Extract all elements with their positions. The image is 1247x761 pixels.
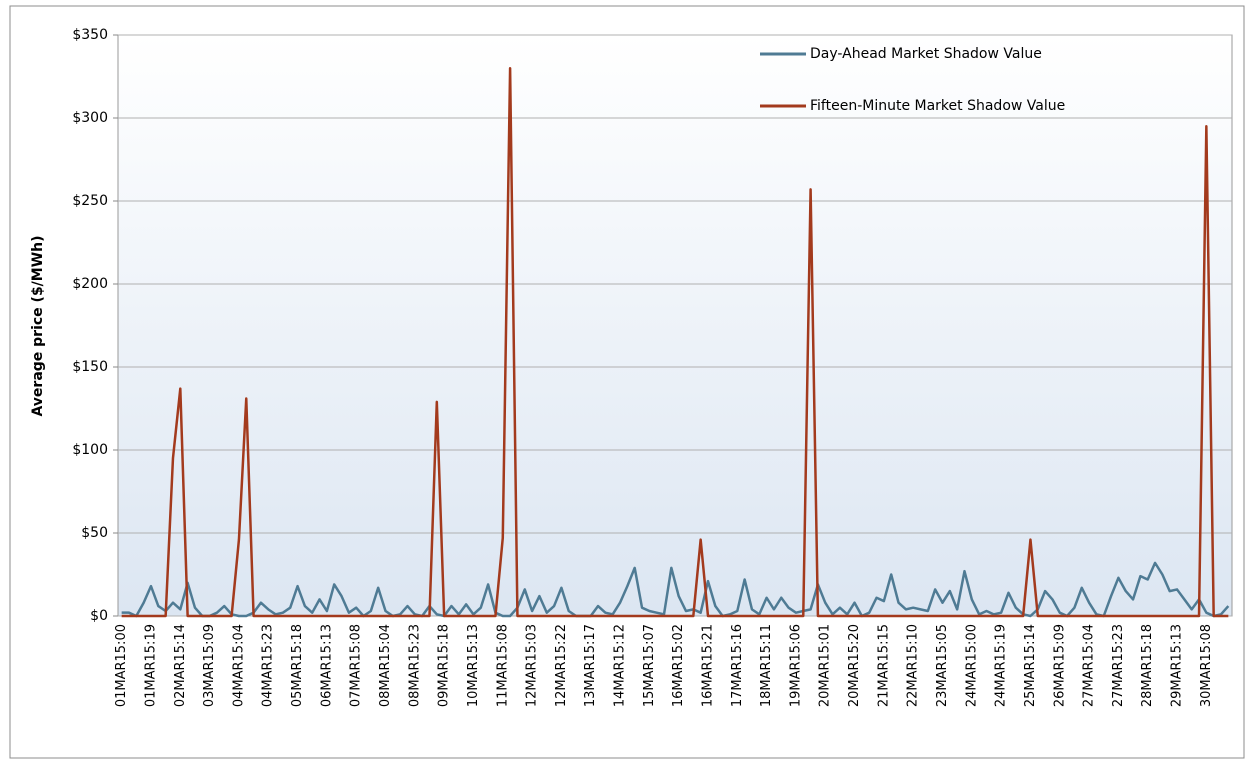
x-tick-label: 01MAR15:00: [114, 624, 129, 707]
x-tick-label: 08MAR15:23: [407, 624, 422, 707]
x-tick-label: 09MAR15:18: [437, 624, 452, 707]
x-tick-label: 29MAR15:13: [1170, 624, 1185, 707]
x-tick-label: 27MAR15:23: [1111, 624, 1126, 707]
legend-label: Fifteen-Minute Market Shadow Value: [810, 98, 1065, 114]
y-tick-label: $150: [72, 359, 108, 375]
x-tick-label: 20MAR15:20: [847, 624, 862, 707]
x-tick-label: 02MAR15:14: [173, 624, 188, 707]
x-tick-label: 20MAR15:01: [818, 624, 833, 707]
x-tick-label: 07MAR15:08: [349, 624, 364, 707]
x-tick-label: 10MAR15:13: [466, 624, 481, 707]
x-tick-label: 01MAR15:19: [143, 624, 158, 707]
x-tick-label: 04MAR15:04: [231, 624, 246, 707]
y-tick-label: $250: [72, 193, 108, 209]
x-tick-label: 16MAR15:21: [700, 624, 715, 707]
x-tick-label: 24MAR15:00: [964, 624, 979, 707]
x-tick-label: 17MAR15:16: [730, 624, 745, 707]
x-tick-label: 21MAR15:15: [876, 624, 891, 707]
x-tick-label: 06MAR15:13: [319, 624, 334, 707]
y-tick-label: $0: [90, 608, 108, 624]
x-tick-label: 14MAR15:12: [613, 624, 628, 707]
y-tick-label: $200: [72, 276, 108, 292]
x-tick-label: 04MAR15:23: [261, 624, 276, 707]
x-tick-label: 27MAR15:04: [1082, 624, 1097, 707]
y-axis-title: Average price ($/MWh): [30, 235, 46, 416]
x-tick-label: 05MAR15:18: [290, 624, 305, 707]
x-tick-label: 12MAR15:03: [525, 624, 540, 707]
x-tick-label: 28MAR15:18: [1140, 624, 1155, 707]
x-tick-label: 13MAR15:17: [583, 624, 598, 707]
x-tick-label: 23MAR15:05: [935, 624, 950, 707]
y-tick-label: $350: [72, 27, 108, 43]
y-tick-label: $300: [72, 110, 108, 126]
x-tick-label: 24MAR15:19: [994, 624, 1009, 707]
x-tick-label: 30MAR15:08: [1199, 624, 1214, 707]
x-tick-label: 11MAR15:08: [495, 624, 510, 707]
series-line: [121, 561, 1230, 618]
x-tick-label: 16MAR15:02: [671, 624, 686, 707]
x-tick-label: 26MAR15:09: [1052, 624, 1067, 707]
x-tick-label: 22MAR15:10: [906, 624, 921, 707]
y-tick-label: $50: [81, 525, 108, 541]
series-line: [121, 66, 1229, 618]
x-tick-label: 18MAR15:11: [759, 624, 774, 707]
plot-area: [117, 34, 1233, 617]
legend-label: Day-Ahead Market Shadow Value: [810, 46, 1042, 62]
x-tick-label: 12MAR15:22: [554, 624, 569, 707]
x-tick-label: 03MAR15:09: [202, 624, 217, 707]
x-tick-label: 15MAR15:07: [642, 624, 657, 707]
y-tick-label: $100: [72, 442, 108, 458]
x-tick-label: 08MAR15:04: [378, 624, 393, 707]
x-tick-label: 25MAR15:14: [1023, 624, 1038, 707]
x-tick-label: 19MAR15:06: [788, 624, 803, 707]
